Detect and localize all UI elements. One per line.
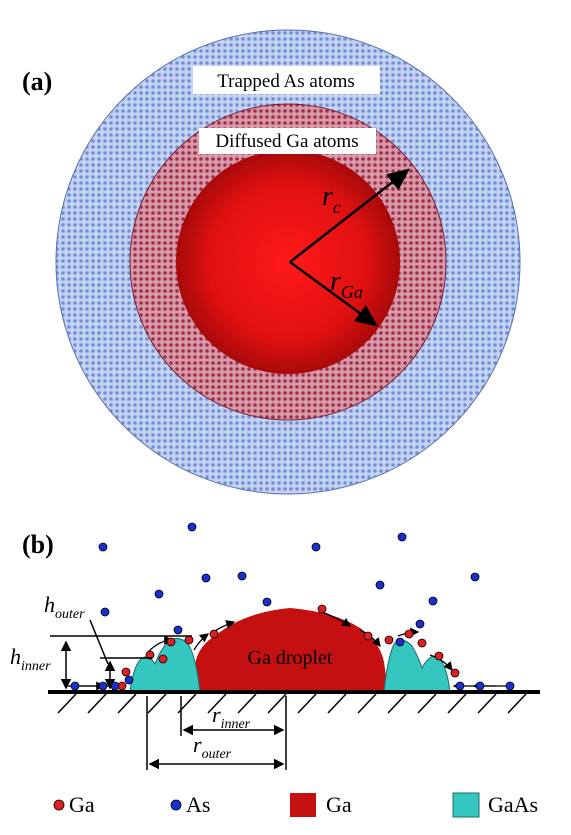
ga-core: [176, 150, 400, 374]
ga-droplet: [192, 608, 388, 692]
r-c-label: rc: [322, 181, 341, 217]
legend-item-gaas: GaAs: [452, 792, 538, 818]
outer-ring-label: Trapped As atoms: [217, 71, 355, 92]
panel-a: (a) Trapped As atoms Diffused Ga atoms r…: [22, 29, 521, 495]
legend-as-atom-label: As: [186, 792, 210, 817]
as-atoms: [70, 522, 515, 691]
inner-ring-label-bg: [199, 128, 376, 154]
substrate-hatch: [57, 693, 527, 714]
droplet-label: Ga droplet: [248, 647, 333, 669]
legend-gaas-swatch: [452, 792, 480, 818]
outer-ring-label-bg: [193, 66, 380, 94]
r-inner-label: rinner: [212, 702, 251, 732]
legend-item-ga-liquid: Ga: [290, 792, 352, 817]
legend-ga-swatch: [290, 793, 316, 817]
legend-ga-atom-label: Ga: [69, 792, 95, 817]
legend-item-ga-atom: Ga: [53, 792, 95, 817]
panel-a-label: (a): [22, 67, 52, 96]
legend-gaas-label: GaAs: [488, 792, 538, 817]
legend-ga-label: Ga: [326, 792, 352, 817]
panel-b: (b) Ga droplet: [10, 522, 540, 770]
inner-ring-label: Diffused Ga atoms: [215, 131, 358, 152]
height-dimensions: [50, 619, 192, 690]
panel-b-label: (b): [22, 530, 54, 559]
legend-ga-atom-swatch: [53, 799, 65, 811]
r-c-arrow: [289, 168, 410, 263]
h-outer-label: houter: [44, 592, 85, 622]
r-outer-label: router: [193, 732, 232, 762]
radius-dimensions: [146, 696, 287, 770]
legend-item-as-atom: As: [170, 792, 210, 817]
gaas-mound-left: [129, 638, 201, 693]
legend: Ga As Ga GaAs: [53, 792, 538, 818]
gaas-mound-right: [383, 640, 451, 693]
r-ga-label: rGa: [330, 266, 363, 302]
h-inner-label: hinner: [10, 644, 51, 674]
ga-atoms: [117, 604, 460, 691]
r-ga-arrow: [289, 260, 379, 327]
legend-as-atom-swatch: [170, 799, 182, 811]
